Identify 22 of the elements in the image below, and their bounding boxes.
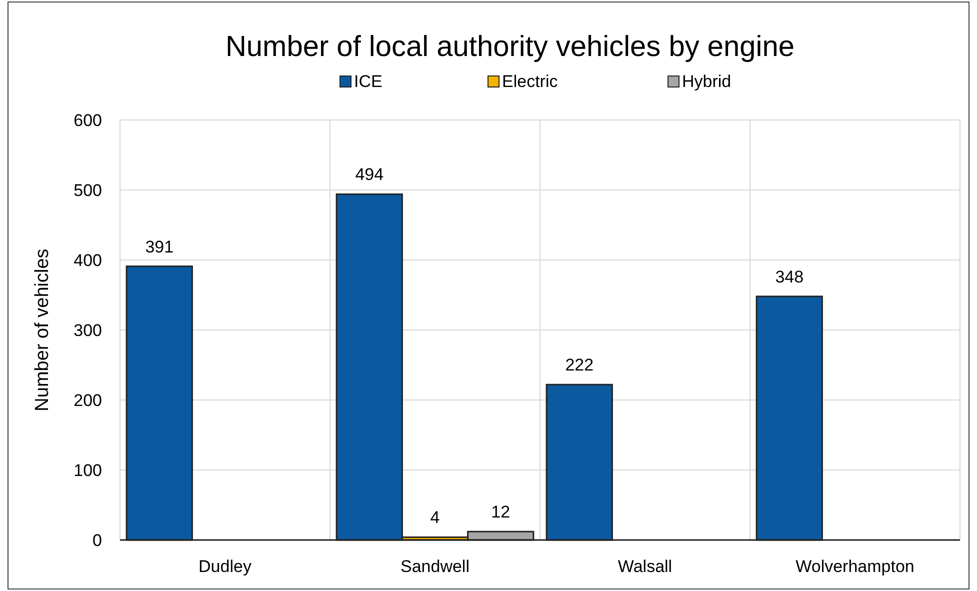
data-label: 494 [355,165,384,184]
x-tick-label: Sandwell [400,557,470,576]
data-label: 348 [775,267,804,286]
legend-label: ICE [354,72,382,91]
data-label: 4 [430,508,440,528]
chart-title: Number of local authority vehicles by engine [225,31,795,63]
y-tick-label: 200 [74,391,102,410]
data-label: 222 [565,356,594,375]
legend-label: Hybrid [682,72,732,91]
legend-label: Electric [502,72,558,91]
data-label: 12 [491,502,510,522]
x-tick-label: Walsall [618,557,672,576]
data-label: 391 [145,237,174,256]
x-tick-label: Dudley [198,557,252,576]
y-tick-label: 500 [74,181,102,200]
x-tick-label: Wolverhampton [796,557,914,576]
y-axis-title: Number of vehicles [32,248,53,412]
y-tick-label: 400 [74,251,102,270]
y-tick-label: 600 [74,111,102,130]
y-tick-label: 0 [92,531,102,550]
y-tick-label: 100 [74,461,102,480]
y-tick-label: 300 [74,321,102,340]
